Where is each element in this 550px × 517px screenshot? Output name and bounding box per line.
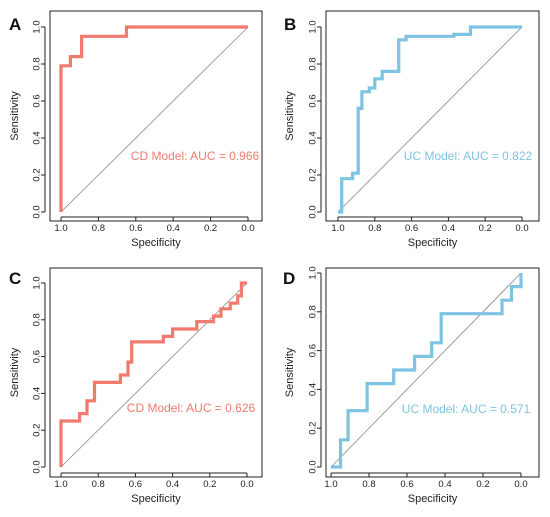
chance-diagonal-line [60, 282, 248, 468]
y-tick-label: 1.0 [308, 20, 319, 33]
panel-letter: B [284, 15, 296, 34]
x-tick-label: 0.6 [129, 223, 142, 234]
y-tick-label: 1.0 [32, 20, 43, 33]
panel-letter: A [9, 15, 21, 34]
x-tick-label: 1.0 [54, 223, 67, 234]
y-tick-label: 0.8 [308, 57, 319, 70]
y-tick-label: 0.0 [308, 460, 319, 473]
y-tick-label: 0.2 [32, 424, 43, 437]
auc-annotation: UC Model: AUC = 0.822 [404, 149, 533, 163]
y-tick-label: 0.2 [32, 168, 43, 181]
x-tick-label: 0.4 [438, 479, 451, 490]
x-tick-label: 0.0 [240, 479, 253, 490]
roc-panel-c: C 1.0 0.8 0.6 0.4 0.2 0.0 Specificity 0.0 0.2 0.4 0… [9, 267, 263, 505]
y-tick-label: 0.4 [308, 131, 319, 144]
y-tick-label: 1.0 [308, 266, 319, 279]
x-tick-label: 0.0 [515, 223, 528, 234]
x-tick-label: 0.6 [405, 223, 418, 234]
y-axis-label: Sensitivity [9, 91, 21, 141]
x-tick-label: 0.2 [204, 223, 217, 234]
y-tick-label: 0.6 [32, 350, 43, 363]
y-tick-label: 0.4 [32, 131, 43, 144]
plot-frame [49, 267, 263, 478]
x-tick-label: 1.0 [331, 223, 344, 234]
auc-annotation: CD Model: AUC = 0.626 [127, 401, 256, 415]
x-tick-label: 0.0 [241, 223, 254, 234]
x-tick-label: 0.8 [368, 223, 381, 234]
x-axis-label: Specificity [131, 237, 181, 249]
x-tick-label: 0.4 [166, 479, 179, 490]
y-tick-label: 0.6 [32, 94, 43, 107]
roc-panel-d: D 1.0 0.8 0.6 0.4 0.2 0.0 Specificity 0.0 0.2 0.4 0… [283, 266, 540, 505]
chance-diagonal-line [330, 272, 522, 468]
roc-panel-b: B 1.0 0.8 0.6 0.4 0.2 0.0 Specificity 0.0 0.2 0.4 0… [284, 10, 540, 249]
plot-frame [49, 10, 263, 222]
x-tick-label: 1.0 [324, 479, 337, 490]
chance-diagonal-line [337, 26, 523, 213]
chance-diagonal-line [60, 26, 249, 213]
y-tick-label: 0.2 [308, 168, 319, 181]
y-tick-label: 0.8 [32, 57, 43, 70]
y-tick-label: 0.6 [308, 344, 319, 357]
x-tick-label: 0.6 [129, 479, 142, 490]
x-axis-label: Specificity [408, 493, 458, 505]
x-tick-label: 0.6 [400, 479, 413, 490]
y-tick-label: 0.6 [308, 94, 319, 107]
y-tick-label: 1.0 [32, 276, 43, 289]
y-tick-label: 0.8 [32, 313, 43, 326]
x-axis-label: Specificity [131, 493, 181, 505]
x-tick-label: 0.4 [442, 223, 455, 234]
x-tick-label: 0.2 [479, 223, 492, 234]
x-tick-label: 0.0 [514, 479, 527, 490]
x-tick-label: 1.0 [54, 479, 67, 490]
y-tick-label: 0.0 [32, 460, 43, 473]
x-tick-label: 0.2 [476, 479, 489, 490]
plot-frame [325, 267, 540, 478]
x-tick-label: 0.4 [167, 223, 180, 234]
x-tick-label: 0.8 [92, 479, 105, 490]
y-axis-label: Sensitivity [284, 91, 296, 141]
auc-annotation: UC Model: AUC = 0.571 [402, 402, 531, 416]
auc-annotation: CD Model: AUC = 0.966 [131, 149, 260, 163]
panel-letter: C [9, 269, 21, 288]
y-tick-label: 0.8 [308, 305, 319, 318]
y-axis-label: Sensitivity [284, 347, 296, 397]
roc-panel-a: A 1.0 0.8 0.6 0.4 0.2 0.0 Specificity 0.0 0.2 0.4 0… [9, 10, 263, 249]
panel-letter: D [283, 269, 295, 288]
y-tick-label: 0.4 [308, 383, 319, 396]
roc-curve-line [59, 281, 247, 467]
x-tick-label: 0.8 [92, 223, 105, 234]
y-axis-label: Sensitivity [9, 347, 21, 397]
y-tick-label: 0.0 [32, 205, 43, 218]
roc-curve-line [59, 25, 248, 212]
y-tick-label: 0.0 [308, 205, 319, 218]
y-tick-label: 0.4 [32, 387, 43, 400]
x-axis-label: Specificity [408, 237, 458, 249]
roc-curve-line [331, 273, 523, 469]
y-tick-label: 0.2 [308, 422, 319, 435]
plot-frame [325, 10, 540, 222]
x-tick-label: 0.8 [362, 479, 375, 490]
roc-curve-line [338, 25, 522, 214]
x-tick-label: 0.2 [203, 479, 216, 490]
